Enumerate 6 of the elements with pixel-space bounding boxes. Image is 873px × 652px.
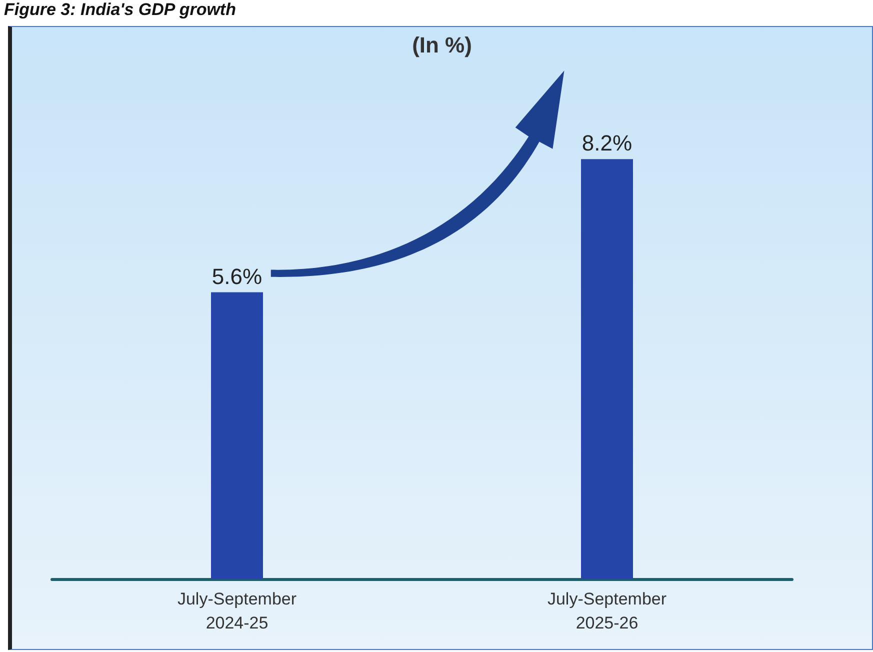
chart-title: Figure 3: India's GDP growth	[4, 0, 236, 20]
x-tick-label: July-September 2025-26	[547, 590, 667, 632]
data-label: 5.6%	[212, 264, 262, 289]
chart-subtitle: (In %)	[412, 32, 472, 58]
data-label: 8.2%	[582, 130, 632, 156]
x-tick-label: July-September 2024-25	[177, 590, 297, 632]
